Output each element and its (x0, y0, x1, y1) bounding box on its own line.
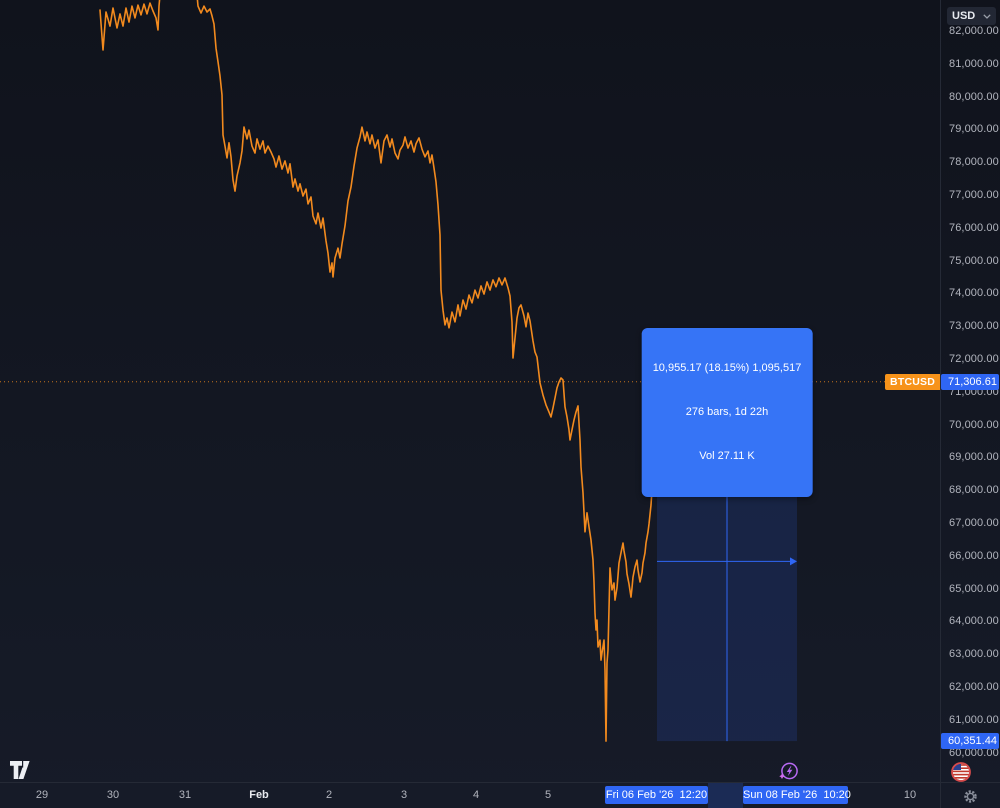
time-tick-label: 5 (544, 789, 552, 801)
price-tick-label: 74,000.00 (949, 287, 999, 300)
settings-gear-icon[interactable] (963, 789, 978, 804)
price-axis[interactable]: 82,000.00 81,000.00 80,000.00 79,000.00 78,0… (940, 0, 1000, 782)
price-tick-label: 66,000.00 (949, 549, 999, 562)
spark-event-icon[interactable] (778, 760, 800, 782)
price-tick-label: 69,000.00 (949, 451, 999, 464)
time-tick-label: 2 (325, 789, 333, 801)
price-tick-label: 70,000.00 (949, 418, 999, 431)
measure-change-line: 10,955.17 (18.15%) 1,095,517 (652, 362, 802, 375)
price-tick-label: 67,000.00 (949, 517, 999, 529)
currency-selector[interactable]: USD (947, 7, 996, 25)
price-tick-label: 72,000.00 (949, 353, 999, 365)
price-tick-label: 78,000.00 (949, 156, 999, 169)
time-tick-label: 29 (35, 789, 49, 801)
price-tick-label: 62,000.00 (949, 681, 999, 693)
price-tick-label: 68,000.00 (949, 484, 999, 497)
time-tick-label: 30 (106, 789, 120, 801)
time-tick-label: 4 (472, 789, 480, 801)
price-tick-label: 61,000.00 (949, 713, 999, 726)
measure-volume-line: Vol 27.11 K (699, 450, 755, 463)
price-tick-label: 80,000.00 (949, 90, 999, 103)
time-tick-label: 31 (178, 789, 192, 801)
price-tick-label: 64,000.00 (949, 615, 999, 628)
price-tick-label: 79,000.00 (949, 123, 999, 136)
price-tick-label: 60,000.00 (949, 746, 999, 759)
symbol-price-label: BTCUSD (885, 373, 940, 390)
tradingview-logo[interactable] (10, 761, 36, 779)
price-tick-label: 77,000.00 (949, 189, 999, 201)
time-tick-label: Feb (249, 789, 269, 801)
chevron-down-icon (983, 13, 991, 19)
range-highlight-strip (708, 783, 743, 808)
axis-corner-divider (940, 783, 941, 808)
measure-horizontal-arrowhead (790, 557, 797, 566)
time-axis[interactable]: Fri 06 Feb '26 12:20 Sun 08 Feb '26 10:2… (0, 782, 1000, 808)
price-tick-label: 63,000.00 (949, 648, 999, 661)
price-tick-label: 81,000.00 (949, 57, 999, 70)
us-economic-event-icon[interactable] (950, 761, 972, 783)
price-tick-label: 76,000.00 (949, 221, 999, 234)
range-start-time-badge: Fri 06 Feb '26 12:20 (605, 786, 708, 804)
range-low-price-badge: 60,351.44 (941, 733, 999, 750)
time-tick-label: 3 (400, 789, 408, 801)
time-tick-label: 10 (903, 789, 917, 801)
range-end-time-badge: Sun 08 Feb '26 10:20 (743, 786, 851, 804)
price-tick-label: 73,000.00 (949, 320, 999, 333)
last-price-badge: 71,306.61 (941, 373, 999, 390)
price-tick-label: 75,000.00 (949, 254, 999, 267)
price-tick-label: 65,000.00 (949, 582, 999, 595)
measure-bars-line: 276 bars, 1d 22h (685, 406, 769, 419)
price-tick-label: 82,000.00 (949, 25, 999, 37)
currency-selector-label: USD (952, 10, 976, 22)
measurement-tooltip: 10,955.17 (18.15%) 1,095,517 276 bars, 1… (641, 327, 813, 498)
